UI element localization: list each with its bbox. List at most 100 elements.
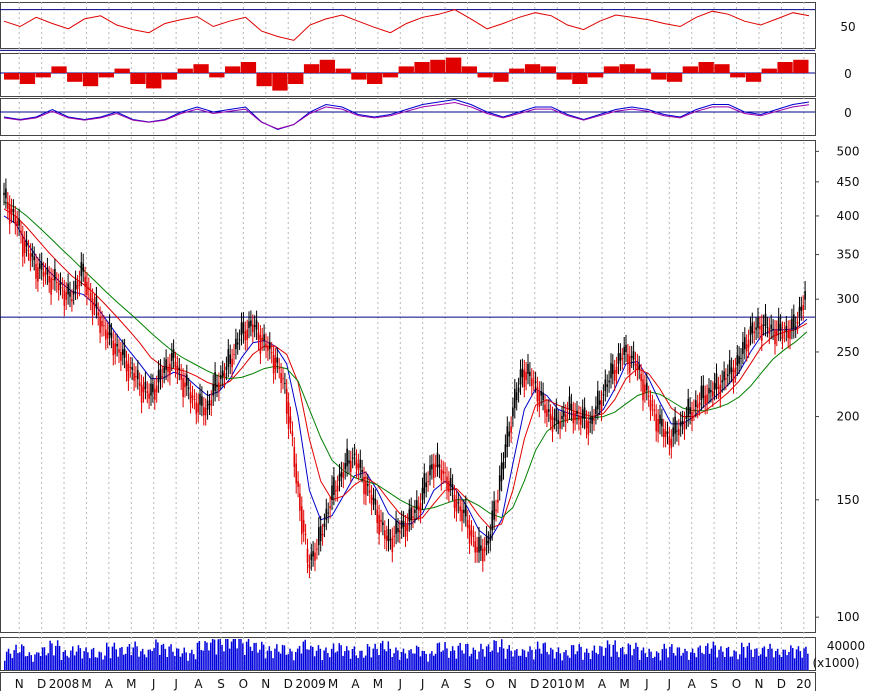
volume-bar [472, 647, 475, 670]
candle-body [744, 337, 746, 350]
candle-body [429, 465, 431, 476]
volume-bar [266, 650, 269, 670]
candle-body [16, 220, 18, 227]
volume-bar [70, 650, 72, 670]
volume-bar [177, 648, 180, 670]
volume-bar [406, 658, 408, 670]
candle-body [574, 412, 576, 421]
x-tick-label: J [151, 677, 156, 691]
volume-bar [412, 653, 414, 670]
volume-bar [438, 642, 441, 670]
candle-body [310, 553, 313, 561]
volume-bar [786, 655, 788, 670]
volume-bar [807, 653, 809, 670]
candle-body [246, 329, 248, 340]
candle-body [61, 287, 64, 289]
candle-body [346, 448, 348, 467]
candle-body [476, 546, 478, 553]
candle-body [514, 388, 516, 409]
candle-body [127, 363, 130, 381]
x-tick-label: O [732, 677, 741, 691]
volume-bar [635, 642, 637, 670]
volume-bar [788, 651, 790, 670]
volume-bar [648, 648, 650, 670]
volume-bar [247, 639, 250, 670]
x-tick-label: M [126, 677, 136, 691]
x-tick-label: O [239, 677, 248, 691]
hist-bar [588, 73, 604, 78]
hist-bar [98, 73, 114, 78]
candle-body [42, 271, 45, 277]
candle-body [566, 411, 569, 413]
x-tick-label: J [420, 677, 425, 691]
volume-bar [36, 652, 38, 670]
volume-bar [204, 641, 206, 670]
volume-bar [512, 656, 514, 670]
volume-bar [763, 646, 766, 670]
x-tick-label: A [688, 677, 697, 691]
volume-bar [419, 656, 422, 670]
candle-body [632, 351, 635, 360]
candle-body [623, 347, 625, 355]
volume-bar [621, 646, 624, 670]
candle-body [206, 400, 209, 410]
candle-body [642, 379, 644, 401]
candle-body [278, 367, 280, 369]
volume-bar [98, 651, 100, 670]
candle-body [284, 382, 286, 384]
volume-bar [695, 657, 698, 670]
candle-body [274, 357, 277, 370]
volume-bar [589, 659, 592, 670]
candle-body [72, 290, 75, 295]
candle-body [738, 356, 740, 364]
candle-body [406, 523, 409, 531]
candle-body [589, 421, 591, 423]
candle-body [40, 262, 43, 271]
candle-body [385, 535, 388, 541]
volume-bar [444, 642, 446, 670]
osc-line-b [3, 101, 810, 130]
hist-bar [19, 73, 36, 84]
volume-bar [535, 649, 537, 670]
candle-body [436, 452, 439, 467]
candle-body [629, 355, 631, 373]
candle-body [636, 363, 639, 371]
candle-body [97, 312, 99, 316]
candle-body [791, 318, 793, 329]
candle-body [291, 431, 294, 437]
volume-bar [349, 658, 352, 670]
candle-body [702, 385, 705, 398]
volume-bar [13, 650, 15, 670]
volume-bar [468, 656, 471, 670]
volume-bar [223, 651, 225, 670]
hist-tick-label: 0 [844, 67, 852, 81]
candle-body [485, 535, 488, 545]
candle-body [544, 404, 546, 414]
candle-body [521, 368, 524, 378]
volume-bar [62, 651, 65, 670]
volume-bar [707, 643, 709, 670]
volume-bar [744, 657, 747, 670]
candle-body [400, 520, 403, 529]
candle-body [728, 359, 731, 374]
volume-bar [676, 647, 679, 670]
volume-bar [380, 643, 382, 670]
volume-bar [302, 641, 305, 670]
candle-body [793, 314, 795, 329]
volume-bar [244, 655, 246, 670]
volume-bar [332, 643, 335, 670]
volume-bar [797, 646, 800, 670]
volume-bar [680, 655, 682, 670]
volume-bar [631, 655, 633, 670]
price-tick-label: 250 [837, 345, 860, 359]
volume-bar [55, 645, 57, 670]
x-tick-label: A [105, 677, 114, 691]
volume-bar [461, 650, 463, 670]
volume-bar [561, 660, 563, 670]
volume-bar [778, 654, 781, 670]
volume-bar [153, 648, 155, 670]
candle-body [12, 209, 15, 213]
candle-body [463, 509, 465, 513]
volume-bar [761, 647, 764, 670]
volume-bar [402, 648, 405, 670]
